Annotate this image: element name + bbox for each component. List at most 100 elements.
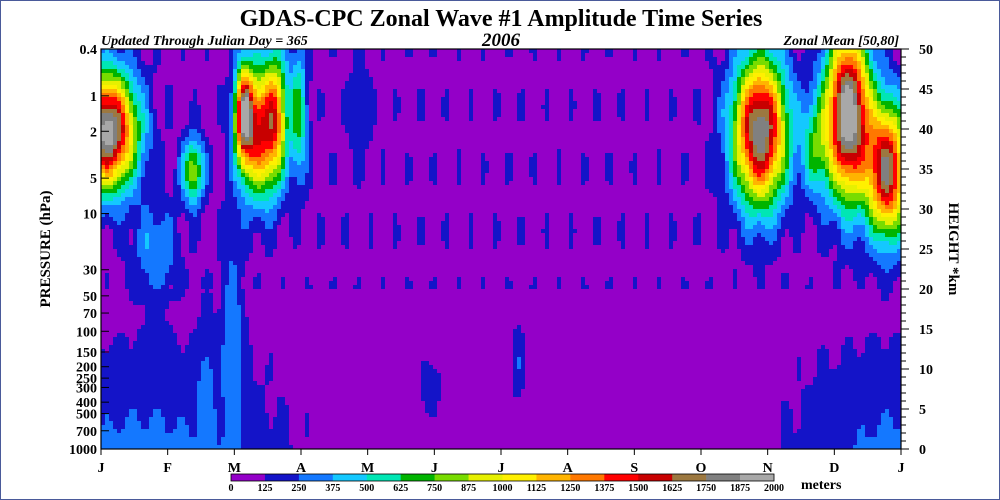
contour-cell: [253, 57, 258, 62]
contour-cell: [109, 89, 114, 94]
contour-cell: [281, 153, 286, 158]
contour-cell: [237, 277, 242, 282]
contour-cell: [281, 213, 286, 218]
contour-cell: [117, 265, 122, 270]
contour-cell: [213, 317, 218, 322]
contour-cell: [189, 253, 194, 258]
contour-cell: [213, 425, 218, 430]
contour-cell: [129, 133, 134, 138]
contour-cell: [229, 413, 234, 418]
contour-cell: [245, 101, 250, 106]
contour-cell: [137, 65, 142, 70]
contour-cell: [189, 261, 194, 266]
contour-cell: [233, 257, 238, 262]
contour-cell: [245, 149, 250, 154]
contour-cell: [281, 77, 286, 82]
contour-cell: [105, 445, 110, 449]
contour-cell: [141, 441, 146, 446]
contour-cell: [225, 265, 230, 270]
contour-cell: [221, 425, 226, 430]
contour-cell: [165, 217, 170, 222]
contour-cell: [285, 317, 290, 322]
contour-cell: [157, 317, 162, 322]
contour-cell: [185, 233, 190, 238]
contour-cell: [157, 193, 162, 198]
contour-cell: [241, 313, 246, 318]
contour-cell: [189, 349, 194, 354]
contour-cell: [141, 133, 146, 138]
contour-cell: [221, 169, 226, 174]
contour-cell: [269, 321, 274, 326]
contour-cell: [185, 77, 190, 82]
contour-cell: [241, 413, 246, 418]
contour-cell: [237, 229, 242, 234]
contour-cell: [201, 389, 206, 394]
contour-cell: [277, 417, 282, 422]
contour-cell: [241, 389, 246, 394]
contour-cell: [265, 217, 270, 222]
contour-cell: [265, 433, 270, 438]
contour-cell: [233, 221, 238, 226]
contour-cell: [101, 117, 106, 122]
contour-cell: [289, 385, 294, 390]
contour-cell: [225, 121, 230, 126]
contour-cell: [249, 149, 254, 154]
contour-cell: [281, 441, 286, 446]
contour-cell: [185, 265, 190, 270]
contour-cell: [157, 425, 162, 430]
contour-cell: [213, 369, 218, 374]
contour-cell: [133, 285, 138, 290]
contour-cell: [137, 425, 142, 430]
contour-cell: [245, 117, 250, 122]
contour-cell: [153, 325, 158, 330]
contour-cell: [189, 97, 194, 102]
contour-cell: [241, 225, 246, 230]
contour-cell: [153, 261, 158, 266]
contour-cell: [133, 181, 138, 186]
contour-cell: [229, 305, 234, 310]
contour-cell: [205, 197, 210, 202]
contour-cell: [217, 285, 222, 290]
contour-cell: [161, 157, 166, 162]
contour-cell: [133, 109, 138, 114]
contour-cell: [169, 177, 174, 182]
contour-cell: [165, 281, 170, 286]
contour-cell: [149, 165, 154, 170]
contour-cell: [137, 281, 142, 286]
contour-cell: [265, 233, 270, 238]
contour-cell: [117, 273, 122, 278]
contour-cell: [149, 277, 154, 282]
contour-cell: [113, 101, 118, 106]
contour-cell: [297, 341, 302, 346]
contour-cell: [185, 141, 190, 146]
contour-cell: [221, 61, 226, 66]
contour-cell: [121, 161, 126, 166]
contour-cell: [217, 121, 222, 126]
chart-title: GDAS-CPC Zonal Wave #1 Amplitude Time Se…: [240, 6, 763, 32]
contour-cell: [261, 341, 266, 346]
contour-cell: [149, 137, 154, 142]
contour-cell: [177, 93, 182, 98]
contour-cell: [129, 433, 134, 438]
contour-cell: [101, 437, 106, 442]
contour-cell: [249, 93, 254, 98]
contour-cell: [281, 257, 286, 262]
contour-cell: [277, 329, 282, 334]
contour-cell: [141, 101, 146, 106]
contour-cell: [205, 357, 210, 362]
contour-cell: [253, 61, 258, 66]
contour-cell: [109, 137, 114, 142]
contour-cell: [109, 53, 114, 58]
contour-cell: [153, 333, 158, 338]
contour-cell: [233, 381, 238, 386]
contour-cell: [181, 89, 186, 94]
contour-cell: [129, 417, 134, 422]
contour-cell: [125, 293, 130, 298]
contour-cell: [245, 157, 250, 162]
contour-cell: [185, 225, 190, 230]
contour-cell: [149, 357, 154, 362]
contour-cell: [153, 49, 158, 54]
contour-cell: [233, 405, 238, 410]
contour-cell: [285, 293, 290, 298]
contour-cell: [265, 125, 270, 130]
